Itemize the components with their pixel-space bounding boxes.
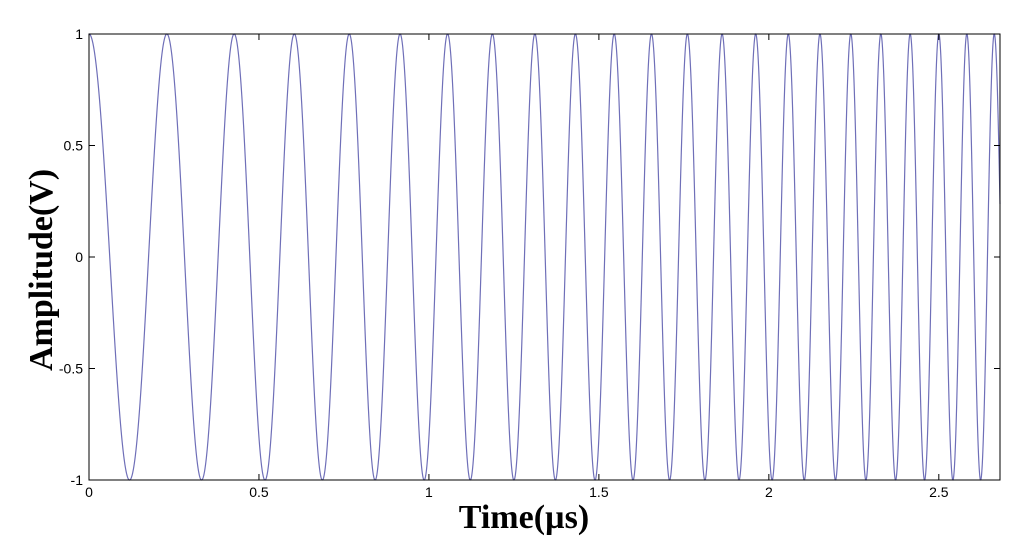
- plot-area: [89, 34, 1000, 480]
- x-tick-label: 2: [765, 484, 773, 500]
- x-axis-title: Time(µs): [459, 499, 589, 536]
- y-axis-ticks: -1 -0.5 0 0.5 1: [59, 26, 1000, 488]
- y-tick-label: -0.5: [59, 361, 83, 377]
- x-tick-label: 0: [85, 484, 93, 500]
- x-tick-label: 2.5: [929, 484, 949, 500]
- y-axis-title: Amplitude(V): [23, 169, 60, 371]
- series-layer: [88, 33, 1001, 481]
- y-tick-label: 0: [75, 249, 83, 265]
- x-tick-label: 1.5: [589, 484, 609, 500]
- x-tick-label: 1: [425, 484, 433, 500]
- x-axis-ticks: 0 0.5 1 1.5 2 2.5: [85, 34, 949, 500]
- series-line-0: [88, 33, 1001, 481]
- y-tick-label: -1: [71, 472, 84, 488]
- x-tick-label: 0.5: [249, 484, 269, 500]
- y-tick-label: 0.5: [64, 138, 84, 154]
- y-tick-label: 1: [75, 26, 83, 42]
